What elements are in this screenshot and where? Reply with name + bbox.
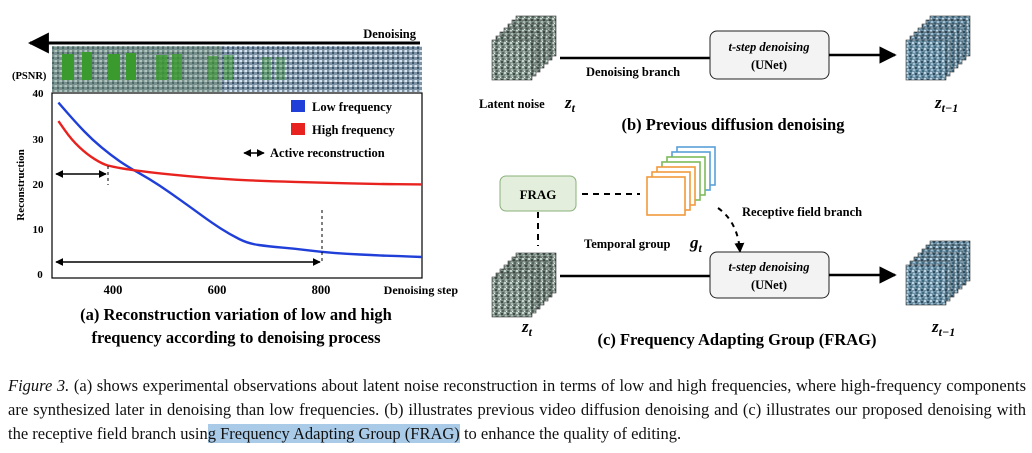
x-tick-label: 800: [312, 283, 331, 297]
output-stack-c: [905, 240, 971, 306]
plot-area: [51, 92, 423, 279]
temporal-group-stack: [646, 146, 716, 216]
z-prev-b: zt−1: [934, 93, 958, 115]
caption-highlight: g Frequency Adapting Group (FRAG): [207, 424, 460, 443]
z-t-c: zt: [521, 317, 533, 339]
series-line-high-frequency: [57, 120, 423, 186]
x-tick-label: 600: [208, 283, 227, 297]
legend-label-low: Low frequency: [312, 100, 393, 114]
figure-svg: Denoising (PSNR) 40 30 20 10 0 Reconstru…: [12, 15, 971, 349]
caption-text-before: (a) shows experimental observations abou…: [8, 376, 1026, 443]
panel-a-title-2: frequency according to denoising process: [91, 328, 381, 347]
legend-label-active: Active reconstruction: [270, 146, 385, 160]
legend-swatch-low: [291, 100, 305, 112]
denoising-branch-label: Denoising branch: [586, 65, 680, 79]
receptive-branch-label: Receptive field branch: [742, 205, 862, 219]
y-unit-label: (PSNR): [12, 71, 47, 82]
frag-box: [499, 175, 577, 212]
series-line-low-frequency: [57, 101, 423, 259]
frame-silhouettes: [62, 52, 285, 80]
unet-box-c-line2: (UNet): [751, 278, 787, 292]
z-t-b: zt: [564, 93, 576, 115]
unet-box-b-line2: (UNet): [751, 58, 787, 72]
y-tick-label: 0: [37, 269, 43, 281]
y-tick-label: 30: [33, 134, 45, 146]
legend-swatch-high: [291, 123, 305, 135]
figure-caption: Figure 3. (a) shows experimental observa…: [8, 374, 1026, 446]
panel-a-title-1: (a) Reconstruction variation of low and …: [80, 305, 392, 324]
y-axis-title: Reconstruction: [15, 149, 27, 221]
y-tick-label: 20: [33, 179, 45, 191]
x-axis-title: Denoising step: [384, 283, 459, 297]
denoising-label: Denoising: [363, 27, 417, 41]
legend: Low frequency High frequency Active reco…: [243, 100, 396, 160]
x-tick-label: 400: [104, 283, 123, 297]
latent-noise-label: Latent noise: [479, 97, 545, 111]
panel-c: FRAG Temporal group gt Receptive field b…: [491, 146, 971, 349]
caption-text-after: to enhance the quality of editing.: [459, 424, 682, 443]
legend-label-high: High frequency: [312, 123, 396, 137]
x-axis: 400 600 800: [104, 283, 331, 297]
unet-box-b-line1: t-step denoising: [729, 40, 810, 54]
frame-strip-fade: [52, 46, 222, 92]
panel-c-title: (c) Frequency Adapting Group (FRAG): [598, 330, 877, 349]
unet-box-c-line1: t-step denoising: [729, 260, 810, 274]
latent-noise-stack-c: [491, 252, 557, 318]
g-t-label: gt: [689, 233, 703, 255]
y-axis: 40 30 20 10 0: [33, 88, 45, 281]
y-tick-label: 10: [33, 224, 45, 236]
caption-label: Figure 3.: [8, 376, 70, 395]
panel-a: Denoising (PSNR) 40 30 20 10 0 Reconstru…: [12, 27, 458, 347]
receptive-branch-arrow: [717, 207, 745, 253]
temporal-group-label: Temporal group: [584, 237, 671, 251]
output-stack-b: [905, 15, 971, 81]
latent-noise-stack-b: [491, 15, 557, 81]
z-prev-c: zt−1: [931, 317, 955, 339]
panel-b-title: (b) Previous diffusion denoising: [622, 115, 846, 134]
panel-b: Latent noise zt Denoising branch t-step …: [479, 15, 971, 134]
y-tick-label: 40: [33, 88, 45, 100]
frag-box-label: FRAG: [520, 187, 557, 202]
series-layer: [57, 101, 423, 259]
